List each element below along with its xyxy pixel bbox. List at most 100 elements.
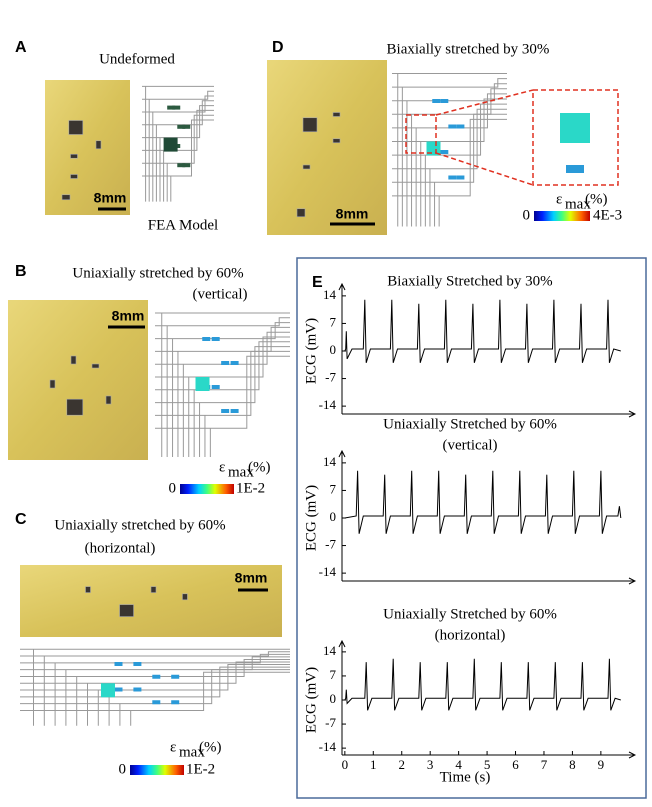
chip	[332, 112, 341, 117]
photo	[45, 80, 130, 215]
zoom-source	[405, 114, 437, 154]
colorbar-unit: (%)	[585, 191, 608, 207]
scale-label: 8mm	[112, 308, 145, 324]
chart-title: Uniaxially Stretched by 60%	[383, 606, 557, 622]
chip	[182, 593, 188, 601]
chip	[91, 363, 100, 369]
colorbar-unit: (%)	[248, 459, 271, 475]
y-axis-label: ECG (mV)	[303, 667, 319, 733]
chip	[101, 683, 115, 698]
trace	[142, 105, 214, 202]
y-tick-label: -14	[319, 397, 337, 412]
trace	[20, 669, 290, 726]
colorbar-subscript: max	[565, 196, 591, 212]
trace	[155, 355, 290, 457]
colorbar-min: 0	[119, 761, 127, 777]
panel-title: Uniaxially stretched by 60%	[72, 265, 243, 281]
component	[221, 409, 230, 413]
trace	[155, 341, 290, 457]
chip	[302, 164, 311, 170]
component	[456, 124, 465, 129]
chip	[426, 141, 441, 156]
component	[177, 163, 186, 168]
chip	[195, 377, 210, 391]
trace	[392, 108, 507, 227]
x-tick-label: 8	[569, 757, 576, 772]
colorbar-unit: (%)	[199, 739, 222, 755]
x-tick-label: 0	[342, 757, 349, 772]
chip	[70, 153, 78, 159]
chip	[70, 174, 78, 179]
component	[133, 687, 142, 692]
ecg-trace	[344, 299, 621, 363]
component	[114, 662, 123, 666]
y-tick-label: 14	[323, 643, 337, 658]
zoom-resistor	[566, 165, 584, 173]
trace	[20, 656, 290, 726]
trace	[392, 113, 507, 227]
component	[230, 409, 239, 413]
zoom-chip	[560, 113, 590, 143]
chip	[105, 395, 112, 405]
zoom-lines	[435, 89, 534, 186]
y-tick-label: 7	[330, 667, 337, 682]
component	[167, 105, 176, 110]
x-tick-label: 4	[455, 757, 462, 772]
panel-title: Undeformed	[99, 51, 175, 67]
component	[171, 700, 180, 705]
panel-label: A	[15, 39, 27, 56]
colorbar-min: 0	[169, 480, 177, 496]
layout	[8, 60, 619, 726]
colorbar	[180, 484, 234, 494]
trace	[155, 326, 290, 457]
component	[133, 662, 142, 666]
model-label: FEA Model	[148, 217, 218, 233]
y-axis	[338, 639, 346, 755]
colorbar-symbol: ε	[219, 459, 225, 475]
y-tick-label: -7	[325, 715, 336, 730]
y-tick-label: 14	[323, 287, 337, 302]
colorbar	[534, 211, 590, 221]
y-tick-label: -14	[319, 739, 337, 754]
photo	[267, 60, 387, 235]
scale-label: 8mm	[235, 570, 268, 586]
trace	[155, 317, 290, 457]
ecg-trace	[344, 470, 622, 534]
y-tick-label: 0	[330, 342, 337, 357]
trace	[20, 661, 290, 726]
component	[152, 700, 161, 705]
component	[182, 163, 191, 168]
colorbar-max: 4E-3	[593, 207, 622, 223]
trace	[392, 83, 507, 227]
trace	[392, 98, 507, 227]
x-axis-label: Time (s)	[440, 769, 491, 785]
chip	[68, 120, 84, 135]
chart-subtitle: (vertical)	[443, 437, 498, 453]
chip	[66, 398, 84, 416]
chart-title: Uniaxially Stretched by 60%	[383, 416, 557, 432]
x-tick-label: 5	[484, 757, 491, 772]
chip	[70, 355, 77, 365]
y-axis-label: ECG (mV)	[303, 318, 319, 384]
colorbar-subscript: max	[179, 744, 205, 760]
trace	[155, 350, 290, 457]
y-tick-label: 0	[330, 691, 337, 706]
component	[177, 124, 186, 129]
y-tick-label: 7	[330, 314, 337, 329]
component	[114, 687, 123, 692]
colorbar-subscript: max	[228, 464, 254, 480]
panel-label: C	[15, 511, 27, 528]
chip	[163, 137, 178, 152]
trace	[142, 95, 214, 202]
y-tick-label: 7	[330, 481, 337, 496]
component	[221, 361, 230, 365]
chip	[332, 138, 341, 144]
component	[230, 361, 239, 365]
y-axis	[338, 282, 346, 414]
component	[432, 99, 441, 103]
x-tick-label: 1	[370, 757, 377, 772]
panel-label: E	[312, 274, 323, 291]
chip	[296, 208, 306, 218]
chart-title: Biaxially Stretched by 30%	[387, 273, 552, 289]
